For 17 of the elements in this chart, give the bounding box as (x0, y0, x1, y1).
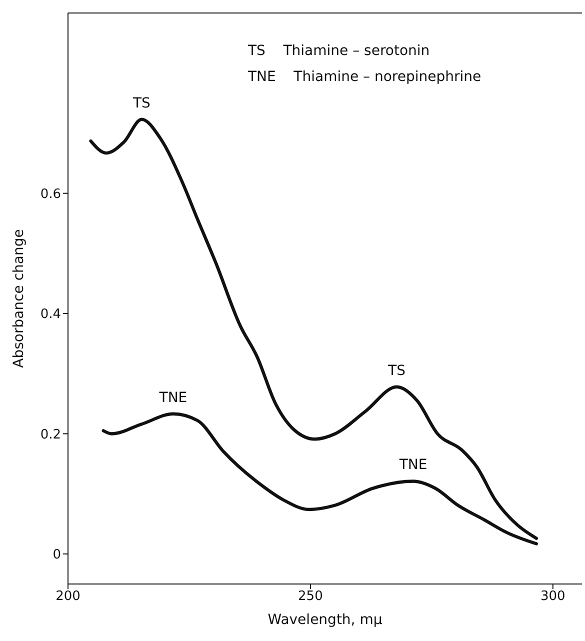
annotation: TS Thiamine – serotonin (248, 42, 431, 61)
y-axis-title: Absorbance change (10, 229, 27, 368)
x-tick-label: 200 (56, 589, 80, 604)
line-series (89, 118, 538, 540)
x-tick-label: 300 (540, 589, 566, 604)
annotation: TNE (398, 457, 428, 474)
y-tick-label: 0.6 (40, 186, 61, 202)
line-series (102, 412, 538, 546)
x-tick-label: 250 (298, 589, 323, 604)
annotation: TNE (158, 390, 188, 406)
annotation: TNE Thiamine – norepinephrine (248, 68, 482, 87)
y-tick-label: 0.4 (40, 307, 61, 322)
annotation: TS (132, 95, 151, 112)
annotation: TS (387, 362, 406, 379)
x-axis-title: Wavelength, mμ (268, 612, 382, 628)
y-tick-label: 0 (52, 548, 61, 563)
y-tick-label: 0.2 (40, 427, 61, 442)
